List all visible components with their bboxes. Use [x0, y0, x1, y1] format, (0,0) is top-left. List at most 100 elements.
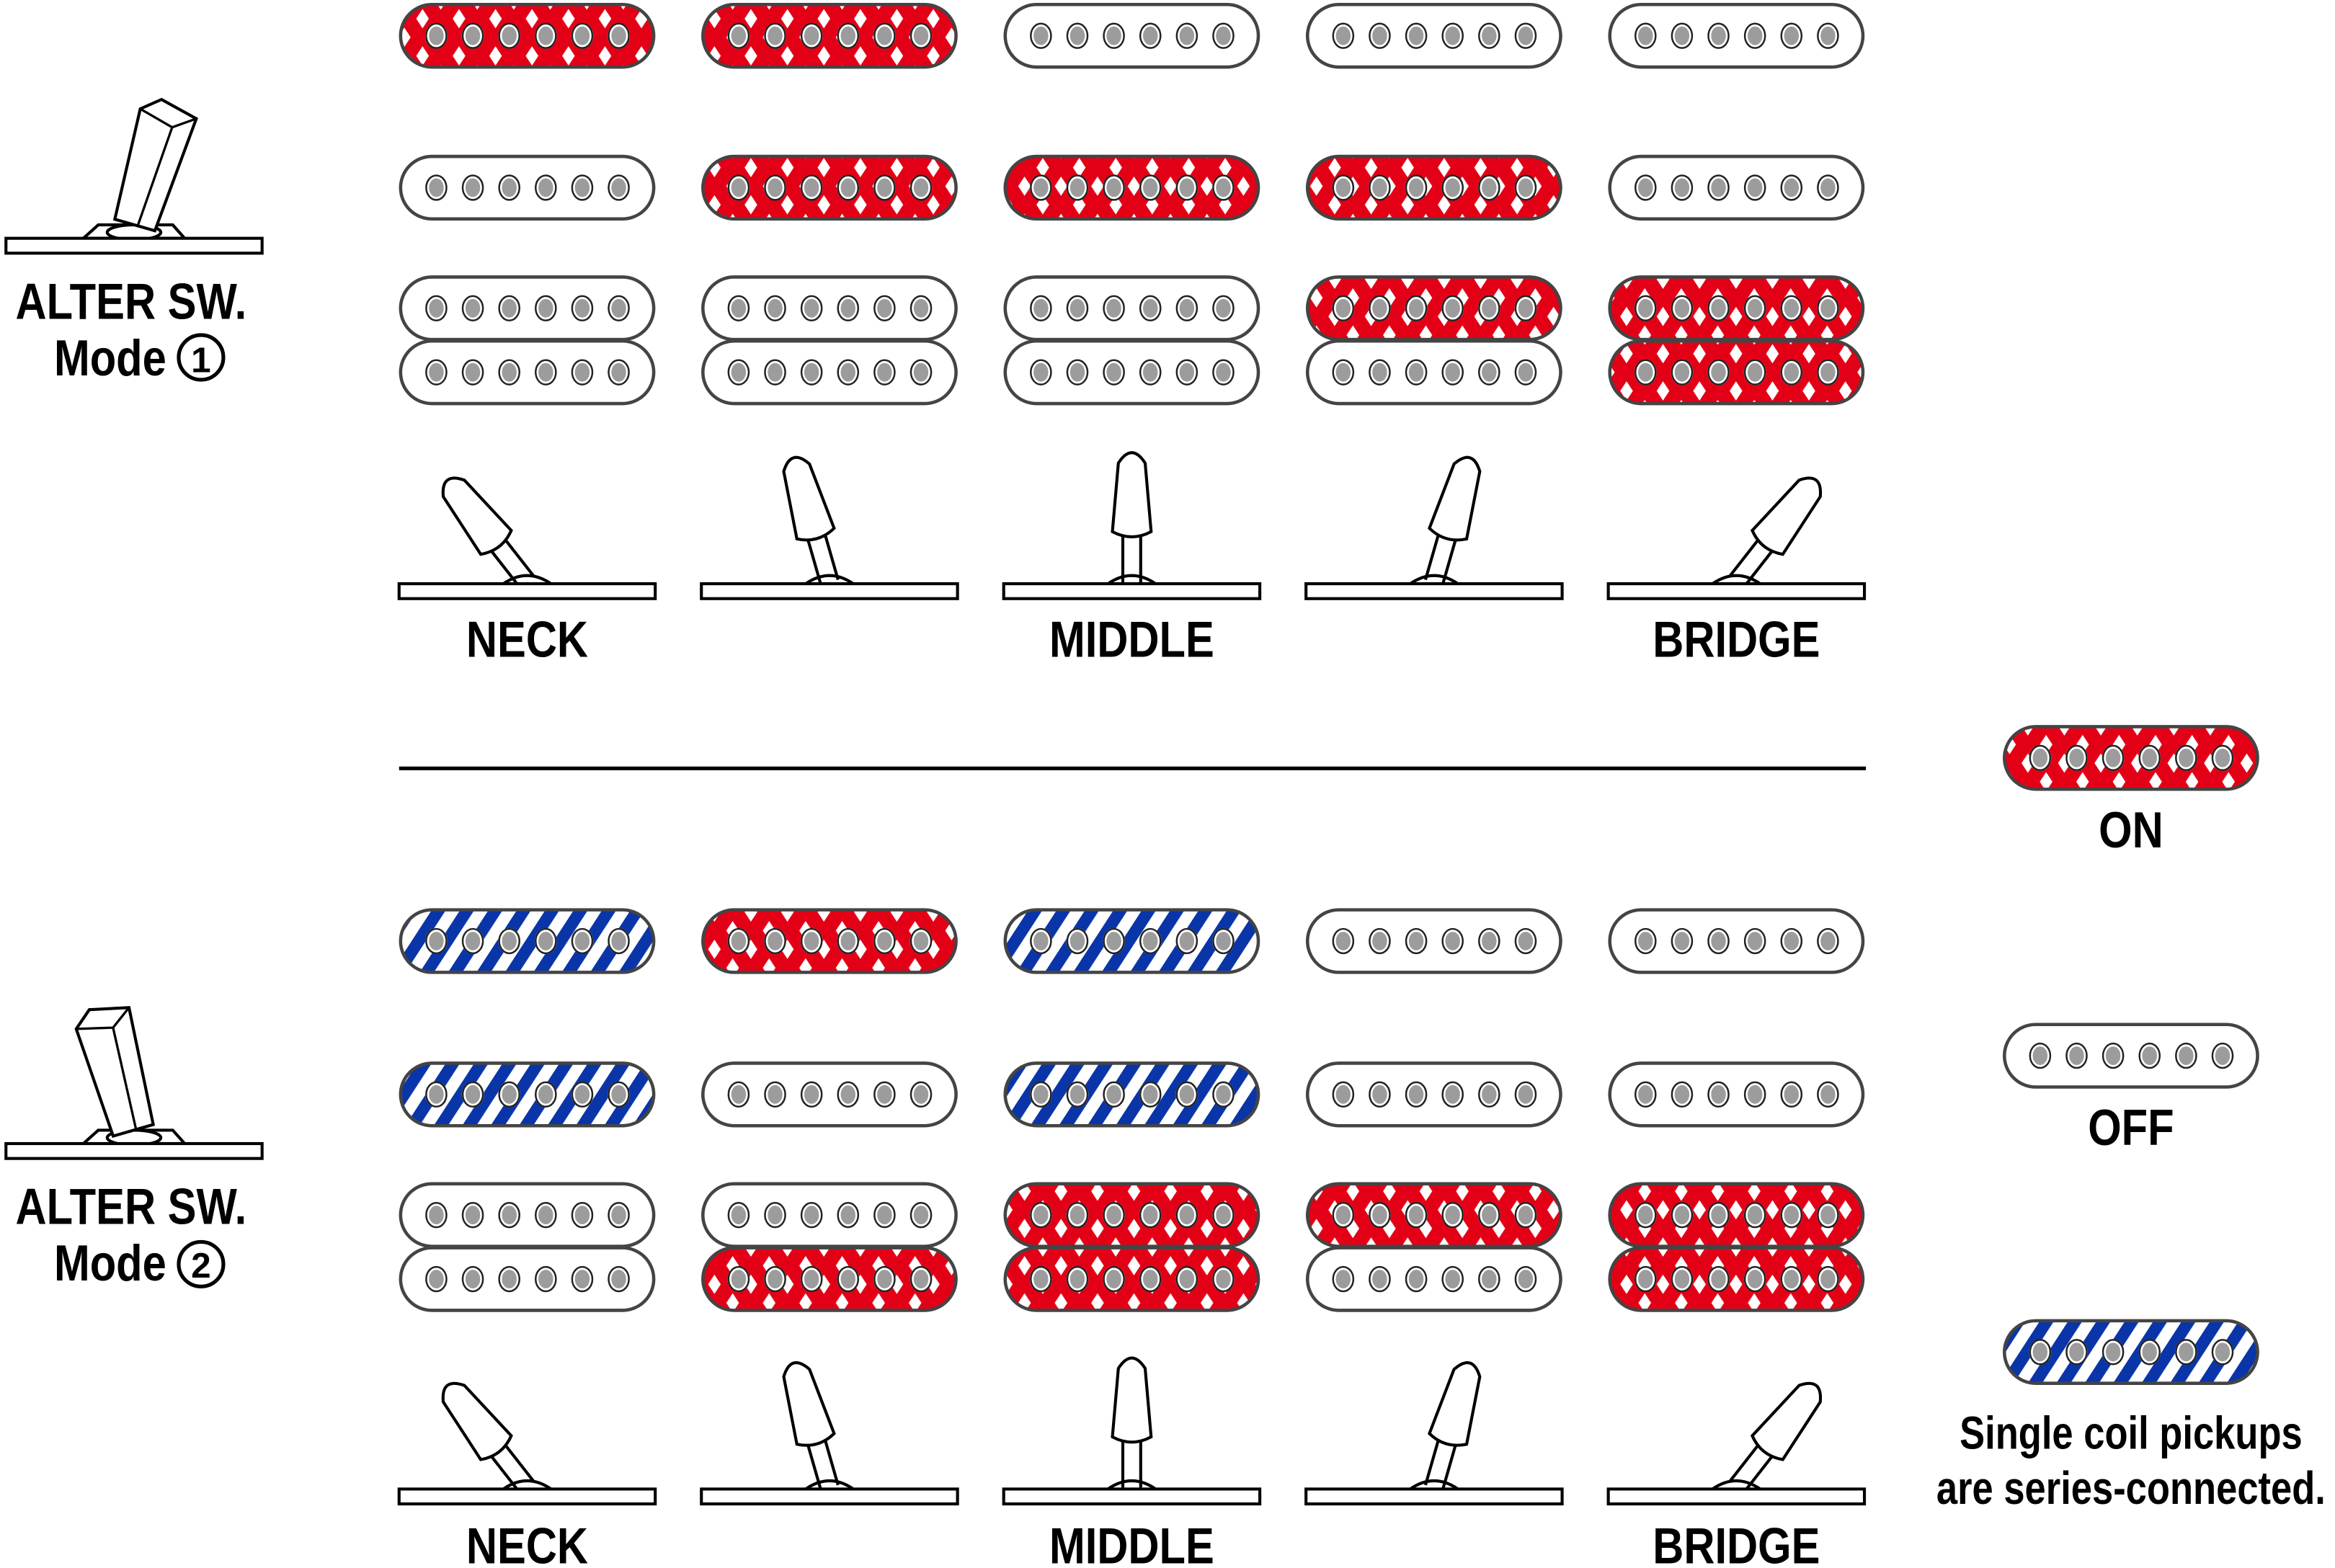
- pole-piece-outline: [2211, 744, 2234, 772]
- pickup-body: [1609, 909, 1863, 973]
- pole-piece: [1707, 1202, 1730, 1229]
- switch-position-5: BRIDGE: [1606, 3, 1867, 667]
- pickup-body: [400, 341, 654, 404]
- pole-piece-outline: [1212, 359, 1235, 386]
- pole-piece: [873, 1081, 896, 1108]
- pickup-outline: [399, 154, 656, 221]
- pole-piece: [1405, 1265, 1428, 1293]
- pole-piece-outline: [1405, 1202, 1428, 1229]
- pole-piece: [873, 1265, 896, 1293]
- pole-piece-outline: [1369, 174, 1391, 201]
- pole-piece-outline: [1212, 295, 1235, 321]
- pole-piece: [2102, 744, 2125, 771]
- position-label: NECK: [466, 611, 588, 668]
- pole-piece: [800, 927, 823, 955]
- selector-lever: [1423, 1361, 1482, 1491]
- pole-piece-outline: [608, 359, 630, 386]
- pole-piece-outline: [1817, 295, 1839, 321]
- pole-piece: [1780, 1265, 1803, 1293]
- pole-piece-outline: [461, 1081, 484, 1108]
- pole-piece: [1817, 1081, 1839, 1108]
- pole-piece-outline: [1405, 1081, 1428, 1108]
- pole-piece: [1139, 927, 1162, 955]
- pickup-outline: [1003, 1061, 1260, 1128]
- pickup-body: [1005, 1247, 1259, 1311]
- pole-piece: [1743, 1265, 1766, 1293]
- pole-piece: [1671, 295, 1694, 321]
- pole-piece-outline: [1212, 1265, 1235, 1293]
- pole-piece-outline: [1103, 174, 1125, 201]
- switch-position-grid: NECK MIDDLE BRIDGE NECK MIDDLE BRIDGE: [4, 3, 1867, 1568]
- pole-piece: [764, 22, 786, 49]
- switch-position-4: [1304, 908, 1564, 1506]
- pole-piece-outline: [2065, 1339, 2088, 1366]
- pickup-outline: [1608, 339, 1865, 406]
- selector-lever: [782, 1361, 840, 1491]
- pickup-body: [1307, 1063, 1561, 1126]
- pole-piece-outline: [461, 359, 484, 386]
- legend-off-label: OFF: [2088, 1100, 2174, 1157]
- five-way-selector-icon: [700, 455, 959, 600]
- pole-piece-outline: [1780, 1202, 1803, 1229]
- pickup-on: [1608, 275, 1865, 342]
- pole-piece-outline: [727, 1265, 750, 1293]
- pole-piece-outline: [425, 22, 448, 49]
- pole-piece: [1175, 174, 1198, 201]
- pole-piece: [534, 359, 557, 386]
- pole-piece-outline: [1478, 1081, 1500, 1108]
- pole-piece: [1175, 22, 1198, 49]
- pole-piece-outline: [1441, 1202, 1464, 1229]
- pole-piece: [1369, 295, 1391, 321]
- pole-piece-outline: [1514, 1202, 1537, 1229]
- pole-piece-outline: [1139, 22, 1162, 49]
- pole-piece: [1441, 927, 1464, 955]
- pole-piece-outline: [1405, 927, 1428, 955]
- pickup-on: [1305, 1182, 1562, 1248]
- pole-piece: [1139, 1081, 1162, 1108]
- pole-piece: [1103, 22, 1126, 49]
- pole-piece: [1332, 359, 1355, 386]
- pole-piece: [1369, 1081, 1391, 1108]
- pole-piece: [2102, 1043, 2125, 1069]
- pole-piece: [1029, 295, 1052, 321]
- pole-piece-outline: [1478, 174, 1500, 201]
- pole-piece: [1369, 1202, 1391, 1229]
- pole-piece-outline: [571, 22, 594, 49]
- pole-piece: [1817, 174, 1839, 201]
- pole-piece: [1405, 1202, 1428, 1229]
- selector-base: [700, 582, 959, 600]
- pickup-on: [2003, 725, 2259, 791]
- pickup-on: [1003, 1246, 1260, 1312]
- pole-piece-outline: [800, 1202, 823, 1229]
- pole-piece: [909, 174, 933, 201]
- switch-position-2: [700, 908, 959, 1506]
- pole-piece: [873, 174, 896, 201]
- pickup-outline: [2003, 725, 2259, 791]
- pole-piece: [1029, 927, 1052, 955]
- pole-piece-outline: [1514, 927, 1537, 955]
- pickup-body: [1005, 909, 1259, 973]
- pole-piece-outline: [1212, 1202, 1235, 1229]
- pickup-series: [399, 1061, 656, 1128]
- pole-piece: [1441, 22, 1464, 49]
- pole-piece-outline: [608, 927, 630, 955]
- pickup-outline: [1305, 908, 1562, 974]
- pole-piece: [1029, 1081, 1052, 1108]
- pole-piece: [608, 174, 630, 201]
- pole-piece-outline: [571, 174, 594, 201]
- pole-piece-outline: [1441, 22, 1464, 49]
- pole-piece: [1514, 1265, 1537, 1293]
- pole-piece-outline: [571, 927, 594, 955]
- pole-piece: [1066, 359, 1089, 386]
- pole-piece-outline: [1369, 1202, 1391, 1229]
- pole-piece: [1634, 1081, 1657, 1108]
- pickup-off: [1305, 1061, 1562, 1128]
- pole-piece-outline: [1405, 22, 1428, 49]
- mode-1-section: NECK MIDDLE BRIDGE: [4, 3, 1867, 668]
- pole-piece-outline: [1369, 359, 1391, 386]
- pole-piece: [608, 295, 630, 321]
- pole-piece-outline: [535, 1202, 557, 1229]
- pole-piece: [909, 1081, 933, 1108]
- pickup-on: [1608, 339, 1865, 406]
